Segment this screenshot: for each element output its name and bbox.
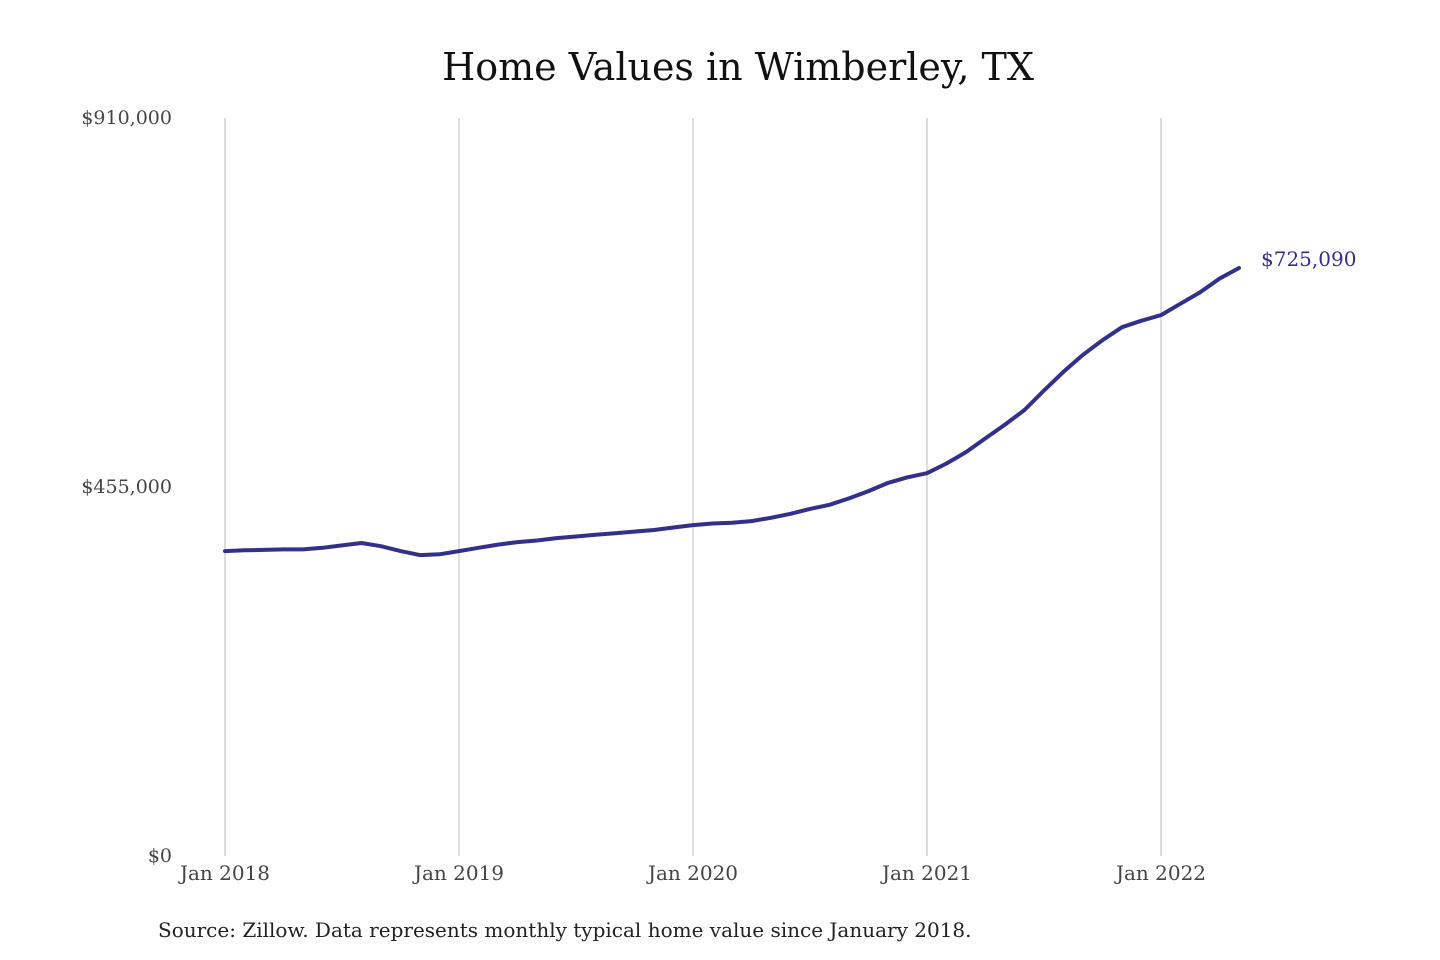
x-tick-label: Jan 2021: [880, 861, 972, 885]
x-tick-label: Jan 2018: [178, 861, 270, 885]
y-tick-label: $455,000: [81, 476, 172, 498]
gridlines: [224, 118, 1162, 856]
x-tick-label: Jan 2019: [412, 861, 504, 885]
y-axis: $0 $455,000 $910,000: [81, 107, 172, 867]
x-tick-label: Jan 2022: [1114, 861, 1206, 885]
end-value-label: $725,090: [1261, 247, 1356, 271]
y-tick-label: $0: [148, 845, 172, 867]
source-note: Source: Zillow. Data represents monthly …: [158, 918, 972, 942]
chart-title: Home Values in Wimberley, TX: [442, 45, 1034, 89]
x-tick-label: Jan 2020: [646, 861, 738, 885]
home-value-line: [223, 266, 1241, 558]
x-axis: Jan 2018 Jan 2019 Jan 2020 Jan 2021 Jan 2022: [178, 861, 1206, 885]
y-tick-label: $910,000: [81, 107, 172, 129]
